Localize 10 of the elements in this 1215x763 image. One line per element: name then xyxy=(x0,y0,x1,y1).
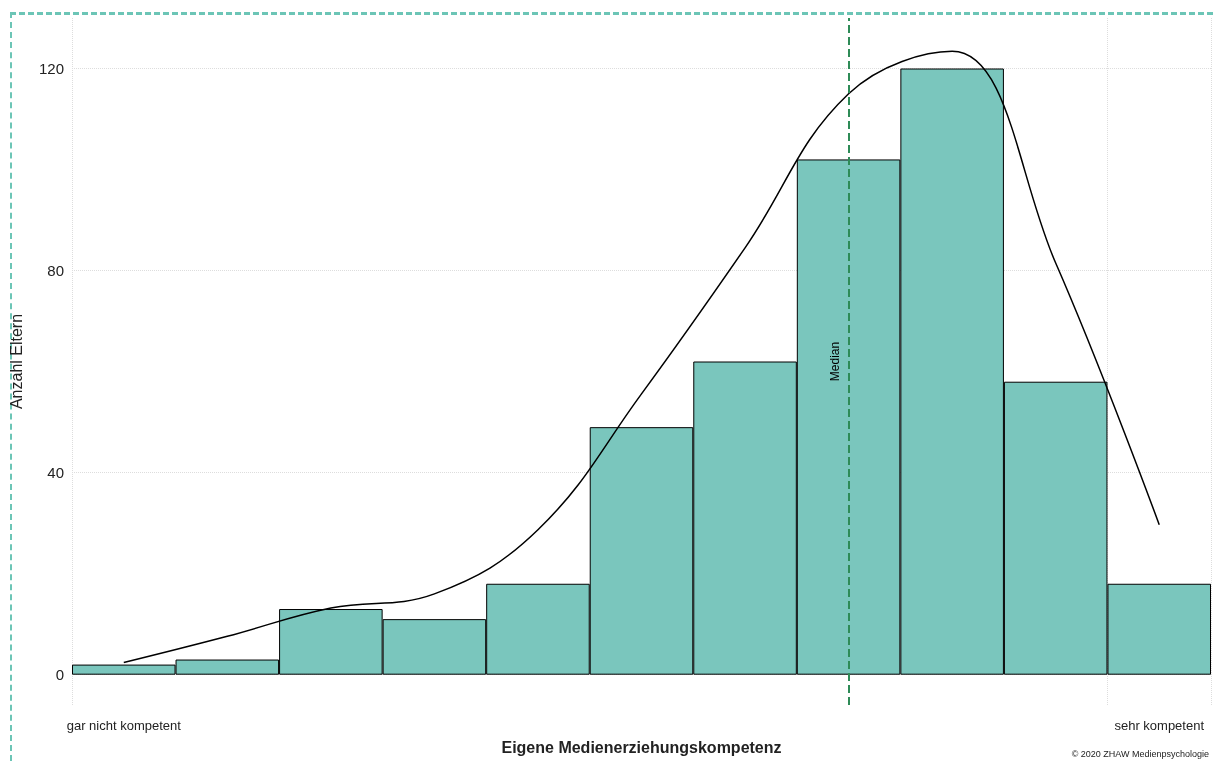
x-tick-label: sehr kompetent xyxy=(1114,718,1205,733)
x-tick-label: gar nicht kompetent xyxy=(66,718,182,733)
y-axis-title: Anzahl Eltern xyxy=(7,313,25,410)
text: © 2020 ZHAW Medienpsychologie xyxy=(1071,749,1209,759)
x-axis-title: Eigene Medienerziehungskompetenz xyxy=(501,738,782,756)
y-tick-label: 120 xyxy=(38,60,64,78)
annotation: Median xyxy=(827,341,842,382)
y-tick-label: 40 xyxy=(47,464,64,482)
y-tick-label: 80 xyxy=(47,262,64,280)
y-tick-label: 0 xyxy=(55,666,64,684)
